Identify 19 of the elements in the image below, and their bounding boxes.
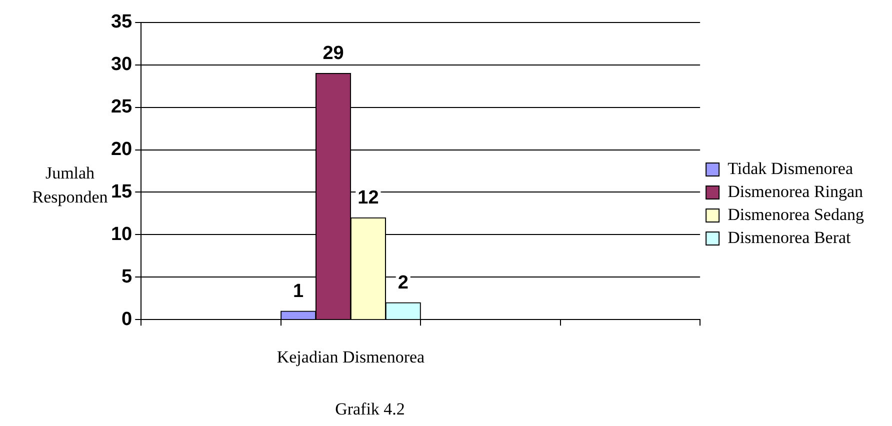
data-label: 29: [322, 43, 344, 64]
y-tick-label: 5: [122, 266, 133, 288]
data-label: 12: [358, 187, 379, 208]
legend-label: Dismenorea Berat: [728, 228, 852, 247]
y-tick-label: 15: [110, 181, 133, 202]
data-label: 2: [398, 272, 408, 294]
y-tick-label: 0: [122, 308, 132, 330]
y-axis-title: Jumlah Responden: [32, 163, 108, 206]
legend-label: Dismenorea Ringan: [728, 182, 864, 201]
y-tick-label: 30: [110, 54, 132, 76]
legend-label: Tidak Dismenorea: [728, 158, 854, 178]
legend-label: Dismenorea Sedang: [728, 204, 864, 224]
y-tick-label: 10: [110, 224, 132, 245]
y-tick-label: 20: [110, 139, 132, 160]
x-tick-label: Kejadian Dismenorea: [276, 347, 426, 366]
text: Grafik 4.2: [335, 399, 405, 418]
data-label: 1: [293, 280, 304, 302]
y-tick-label: 35: [110, 12, 133, 33]
y-tick-label: 25: [110, 96, 133, 118]
